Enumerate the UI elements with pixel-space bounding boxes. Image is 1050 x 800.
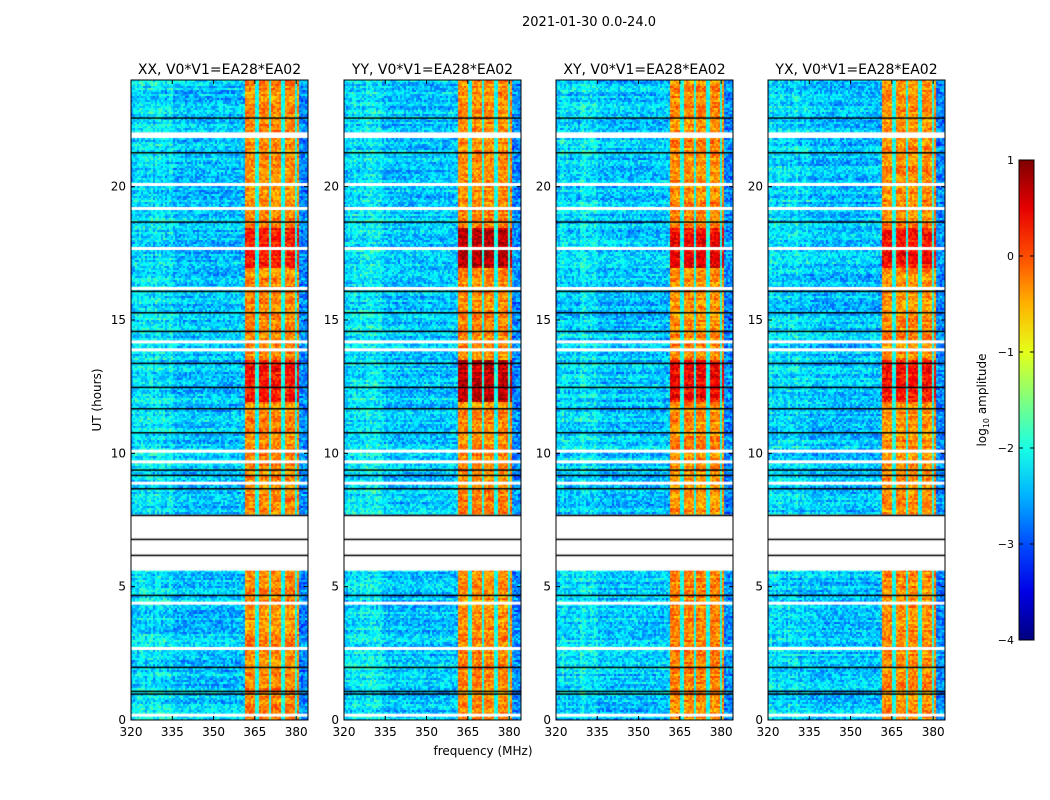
figure-title: 2021-01-30 0.0-24.0 bbox=[522, 15, 656, 30]
y-tick-label: 5 bbox=[755, 580, 763, 594]
x-tick-label: 365 bbox=[668, 725, 691, 739]
y-tick-label: 10 bbox=[324, 446, 339, 460]
heatmap-image bbox=[556, 80, 733, 720]
x-tick-label: 320 bbox=[333, 725, 356, 739]
y-tick-label: 0 bbox=[755, 713, 763, 727]
x-tick-label: 335 bbox=[374, 725, 397, 739]
plot-frame bbox=[555, 79, 734, 721]
x-tick-label: 335 bbox=[161, 725, 184, 739]
y-tick-label: 20 bbox=[748, 180, 763, 194]
plot-frame bbox=[343, 79, 522, 721]
y-tick-label: 20 bbox=[324, 180, 339, 194]
x-tick-label: 380 bbox=[710, 725, 733, 739]
x-tick-label: 365 bbox=[880, 725, 903, 739]
heatmap-image bbox=[344, 80, 521, 720]
panel-3: YX, V0*V1=EA28*EA02 320 335 350 365 380 0 5 10 15… bbox=[748, 62, 946, 739]
colorbar-label: log10 amplitude bbox=[975, 354, 991, 447]
panel-2: XY, V0*V1=EA28*EA02 320 335 350 365 380 0 5 10 15… bbox=[536, 62, 734, 739]
x-tick-label: 380 bbox=[498, 725, 521, 739]
colorbar-tick-label: −4 bbox=[998, 634, 1014, 647]
y-tick-label: 15 bbox=[324, 313, 339, 327]
panel-title: YX, V0*V1=EA28*EA02 bbox=[774, 62, 937, 78]
colorbar-tick-label: −2 bbox=[998, 442, 1014, 455]
x-tick-label: 350 bbox=[415, 725, 438, 739]
y-tick-label: 15 bbox=[748, 313, 763, 327]
y-tick-label: 0 bbox=[118, 713, 126, 727]
panel-title: XY, V0*V1=EA28*EA02 bbox=[563, 62, 725, 78]
colorbar-tick-label: −3 bbox=[998, 538, 1014, 551]
heatmap-image bbox=[768, 80, 945, 720]
y-tick-label: 10 bbox=[111, 446, 126, 460]
x-tick-label: 350 bbox=[839, 725, 862, 739]
heatmap-image bbox=[131, 80, 308, 720]
y-tick-label: 5 bbox=[331, 580, 339, 594]
x-tick-label: 320 bbox=[120, 725, 143, 739]
y-axis-label: UT (hours) bbox=[90, 368, 104, 431]
x-axis-label: frequency (MHz) bbox=[433, 744, 532, 758]
panel-title: YY, V0*V1=EA28*EA02 bbox=[351, 62, 513, 78]
plot-frame bbox=[130, 79, 309, 721]
y-tick-label: 20 bbox=[111, 180, 126, 194]
x-tick-label: 350 bbox=[627, 725, 650, 739]
y-tick-label: 10 bbox=[536, 446, 551, 460]
x-tick-label: 365 bbox=[456, 725, 479, 739]
x-tick-label: 380 bbox=[922, 725, 945, 739]
colorbar-gradient bbox=[1018, 159, 1035, 641]
x-tick-label: 335 bbox=[586, 725, 609, 739]
y-tick-label: 0 bbox=[543, 713, 551, 727]
y-tick-label: 0 bbox=[331, 713, 339, 727]
plot-frame bbox=[767, 79, 946, 721]
panel-title: XX, V0*V1=EA28*EA02 bbox=[138, 62, 301, 78]
y-tick-label: 5 bbox=[543, 580, 551, 594]
x-tick-label: 335 bbox=[798, 725, 821, 739]
colorbar: 1 0 −1 −2 −3 −4 bbox=[998, 154, 1035, 647]
y-tick-label: 10 bbox=[748, 446, 763, 460]
x-tick-label: 365 bbox=[243, 725, 266, 739]
colorbar-tick-label: 1 bbox=[1007, 154, 1014, 167]
y-tick-label: 15 bbox=[111, 313, 126, 327]
panel-0: XX, V0*V1=EA28*EA02 320 335 350 365 380 0 5 10 15… bbox=[111, 62, 309, 739]
x-tick-label: 380 bbox=[285, 725, 308, 739]
x-tick-label: 320 bbox=[545, 725, 568, 739]
panel-1: YY, V0*V1=EA28*EA02 320 335 350 365 380 0 5 10 15… bbox=[324, 62, 522, 739]
y-tick-label: 15 bbox=[536, 313, 551, 327]
y-tick-label: 5 bbox=[118, 580, 126, 594]
x-tick-label: 350 bbox=[202, 725, 225, 739]
x-tick-label: 320 bbox=[757, 725, 780, 739]
colorbar-tick-label: 0 bbox=[1007, 250, 1014, 263]
y-tick-label: 20 bbox=[536, 180, 551, 194]
colorbar-tick-label: −1 bbox=[998, 346, 1014, 359]
